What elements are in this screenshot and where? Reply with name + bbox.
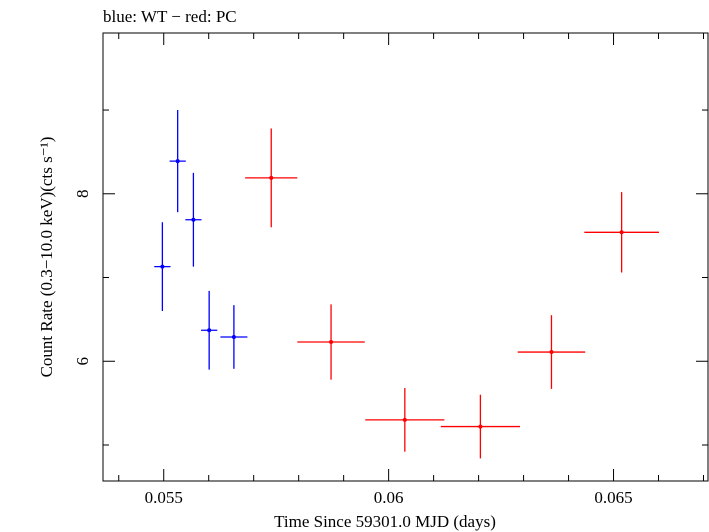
- plot-frame: [102, 32, 709, 482]
- data-point: [175, 159, 180, 164]
- series-wt: [154, 110, 248, 370]
- x-axis-label: Time Since 59301.0 MJD (days): [274, 512, 496, 531]
- x-tick-label: 0.065: [594, 488, 632, 507]
- y-tick-label: 8: [73, 190, 92, 199]
- y-axis-label: Count Rate (0.3−10.0 keV)(cts s⁻¹): [37, 137, 56, 378]
- data-point: [207, 328, 212, 333]
- axis-tick-labels: 0.055 0.06 0.065 6 8: [73, 190, 633, 507]
- x-tick-label: 0.055: [145, 488, 183, 507]
- chart-title: blue: WT − red: PC: [103, 7, 237, 26]
- series-pc: [245, 128, 659, 459]
- data-point: [549, 350, 554, 355]
- data-point: [269, 175, 274, 180]
- data-point: [619, 230, 624, 235]
- data-point: [231, 334, 236, 339]
- data-point: [191, 217, 196, 222]
- data-point: [402, 417, 407, 422]
- y-tick-label: 6: [73, 357, 92, 366]
- data-points: [154, 110, 659, 459]
- data-point: [160, 264, 165, 269]
- x-tick-label: 0.06: [374, 488, 404, 507]
- data-point: [478, 424, 483, 429]
- axis-ticks: [103, 33, 708, 481]
- data-point: [329, 339, 334, 344]
